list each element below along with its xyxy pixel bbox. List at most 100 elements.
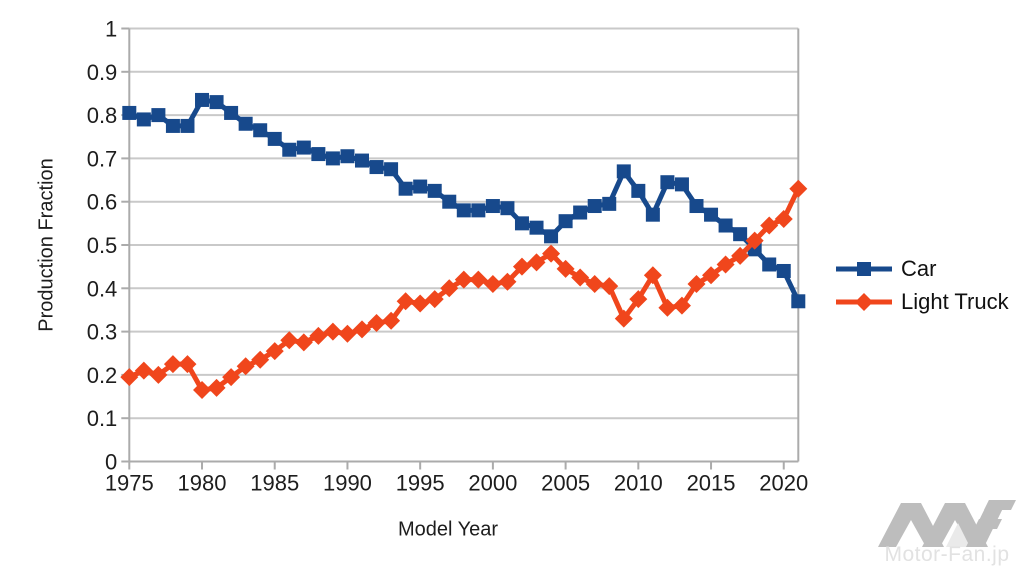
light-truck-marker <box>571 268 590 287</box>
light-truck-marker <box>687 274 706 293</box>
car-marker <box>151 108 166 123</box>
light-truck-marker <box>251 350 270 369</box>
y-tick-label: 0.8 <box>87 103 118 128</box>
x-tick-label: 2005 <box>541 471 590 496</box>
logo-f-mid-bar <box>974 519 1002 529</box>
logo-pale-triangle <box>946 523 970 547</box>
car-marker <box>296 140 311 155</box>
light-truck-marker <box>614 309 633 328</box>
car-marker <box>122 105 137 120</box>
light-truck-marker <box>789 179 808 198</box>
car-marker <box>456 203 471 218</box>
car-marker <box>340 149 355 164</box>
light-truck-marker <box>309 326 328 345</box>
car-marker <box>384 162 399 177</box>
car-marker <box>369 160 384 175</box>
light-truck-marker <box>702 266 721 285</box>
x-tick-label: 1975 <box>105 471 154 496</box>
car-marker <box>398 181 413 196</box>
car-marker <box>689 199 704 214</box>
light-truck-marker <box>193 381 212 400</box>
light-truck-marker <box>731 246 750 265</box>
light-truck-marker <box>120 368 139 387</box>
light-truck-marker <box>556 259 575 278</box>
car-marker <box>704 207 719 222</box>
car-marker <box>224 105 239 120</box>
car-legend-swatch-icon <box>836 262 892 276</box>
car-marker <box>165 118 180 133</box>
y-axis-title: Production Fraction <box>35 158 58 332</box>
car-marker <box>209 95 224 110</box>
logo-f-top-bar <box>984 500 1016 510</box>
light-truck-marker <box>498 272 517 291</box>
car-marker <box>471 203 486 218</box>
light-truck-marker <box>338 324 357 343</box>
car-marker <box>529 220 544 235</box>
light-truck-marker <box>454 270 473 289</box>
legend-label-light-truck: Light Truck <box>901 289 1009 314</box>
car-marker <box>253 123 268 138</box>
car-marker <box>660 175 675 190</box>
light-truck-marker <box>483 274 502 293</box>
light-truck-marker <box>396 292 415 311</box>
light-truck-marker <box>323 322 342 341</box>
light-truck-marker <box>745 231 764 250</box>
light-truck-marker <box>760 216 779 235</box>
car-marker <box>791 294 806 309</box>
car-marker <box>544 229 559 244</box>
light-truck-marker <box>672 296 691 315</box>
x-tick-label: 1995 <box>396 471 445 496</box>
light-truck-marker <box>527 253 546 272</box>
y-tick-label: 0.2 <box>87 363 118 388</box>
x-axis-title: Model Year <box>397 518 499 541</box>
car-marker <box>573 205 588 220</box>
light-truck-marker <box>542 244 561 263</box>
car-marker <box>616 164 631 179</box>
y-tick-label: 0.5 <box>87 233 118 258</box>
light-truck-marker <box>222 368 241 387</box>
x-tick-label: 2000 <box>468 471 517 496</box>
x-tick-label: 1980 <box>178 471 227 496</box>
car-marker <box>354 153 369 168</box>
light-truck-marker <box>367 313 386 332</box>
car-marker <box>602 196 617 211</box>
car-marker <box>195 92 210 107</box>
light-truck-marker <box>149 365 168 384</box>
light-truck-marker <box>207 378 226 397</box>
car-marker <box>136 112 151 127</box>
y-tick-label: 1 <box>105 17 117 42</box>
car-marker <box>645 207 660 222</box>
motorfan-logo-icon <box>878 500 1016 547</box>
light-truck-marker <box>352 320 371 339</box>
car-marker <box>427 183 442 198</box>
car-marker <box>442 194 457 209</box>
light-truck-legend-swatch-icon <box>836 293 892 311</box>
car-marker <box>776 263 791 278</box>
legend: Car Light Truck <box>836 256 1009 314</box>
car-marker <box>587 199 602 214</box>
light-truck-marker <box>629 290 648 309</box>
light-truck-marker <box>134 361 153 380</box>
light-truck-marker <box>236 357 255 376</box>
light-truck-marker <box>585 274 604 293</box>
car-marker <box>238 116 253 131</box>
y-tick-label: 0.9 <box>87 60 118 85</box>
light-truck-marker <box>469 270 488 289</box>
car-marker <box>733 227 748 242</box>
light-truck-marker <box>512 257 531 276</box>
light-truck-marker <box>163 355 182 374</box>
light-truck-marker <box>411 294 430 313</box>
car-marker <box>674 177 689 192</box>
y-tick-label: 0 <box>105 450 117 475</box>
light-truck-marker <box>294 333 313 352</box>
x-tick-label: 2020 <box>759 471 808 496</box>
x-tick-label: 2015 <box>687 471 736 496</box>
car-marker <box>267 131 282 146</box>
car-marker <box>311 147 326 162</box>
light-truck-marker <box>643 266 662 285</box>
car-marker <box>514 216 529 231</box>
x-tick-label: 1990 <box>323 471 372 496</box>
y-tick-label: 0.6 <box>87 190 118 215</box>
car-marker <box>282 142 297 157</box>
